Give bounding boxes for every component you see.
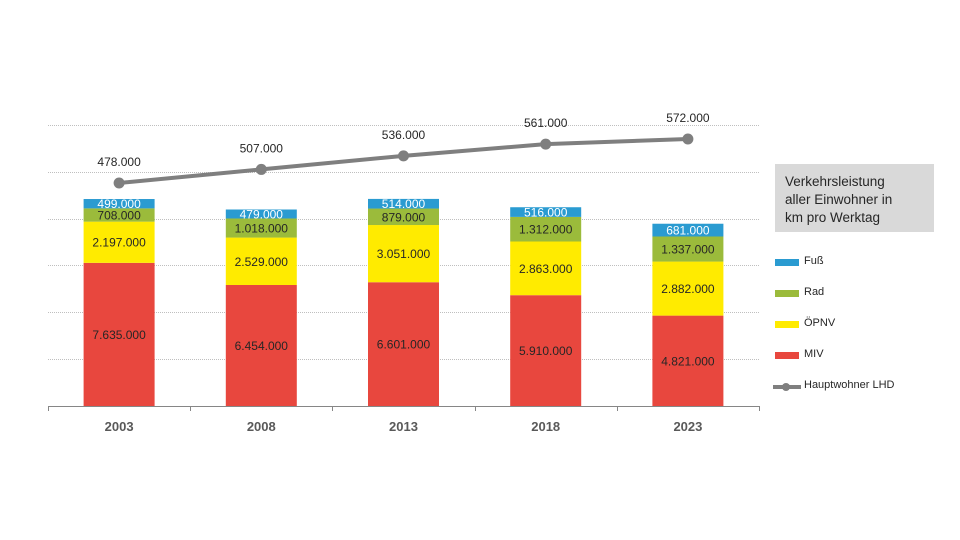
bar-segment: [83, 221, 155, 263]
line-point: [113, 177, 125, 189]
legend-item-hauptwohner: Hauptwohner LHD: [773, 376, 935, 396]
legend-item-oepnv: ÖPNV: [775, 314, 935, 334]
x-tick-label: 2003: [105, 419, 134, 434]
bar-segment: [225, 209, 297, 219]
data-label: 6.454.000: [235, 339, 289, 353]
bar-segment: [652, 315, 724, 406]
bar-segment: [652, 223, 724, 237]
bar-segment: [510, 241, 582, 296]
legend-dot-marker: [782, 383, 790, 391]
bar-segment: [368, 225, 439, 283]
bar-segment: [510, 207, 582, 217]
bar-segment: [225, 237, 297, 285]
population-line: 478.000 507.000 536.000 561.000 572.000: [97, 111, 710, 189]
data-label: 708.000: [97, 209, 141, 223]
data-label: 7.635.000: [92, 328, 146, 342]
data-label: 3.051.000: [377, 247, 431, 261]
data-label: 2.197.000: [92, 236, 146, 250]
data-label: 1.018.000: [235, 222, 289, 236]
legend-label: MIV: [804, 348, 824, 360]
line-point: [682, 133, 694, 145]
line-point: [540, 138, 552, 150]
x-tick-label: 2018: [531, 419, 560, 434]
bar-segment: [652, 236, 724, 262]
line-data-label: 536.000: [382, 128, 426, 142]
data-label: 1.312.000: [519, 223, 573, 237]
data-label: 681.000: [666, 224, 710, 238]
line-point: [255, 163, 267, 175]
bar-segment: [652, 261, 724, 316]
bar-segment: [83, 208, 155, 222]
data-label: 2.863.000: [519, 262, 573, 276]
data-label: 479.000: [240, 207, 284, 221]
data-label: 2.529.000: [235, 255, 289, 269]
data-label: 4.821.000: [661, 354, 715, 368]
data-label: 5.910.000: [519, 344, 573, 358]
line-data-label: 561.000: [524, 116, 568, 130]
legend-label: ÖPNV: [804, 317, 836, 329]
x-tick-label: 2008: [247, 419, 276, 434]
chart-title-line: aller Einwohner in: [785, 192, 893, 207]
bar-stack-2018: 5.910.000 2.863.000 1.312.000 516.000: [510, 206, 582, 406]
gridlines: [48, 125, 759, 360]
x-axis: 2003 2008 2013 2018 2023: [48, 406, 760, 434]
bar-segment: [368, 198, 439, 209]
data-label: 514.000: [382, 197, 426, 211]
data-label: 499.000: [97, 197, 141, 211]
legend-swatch-miv: [775, 352, 799, 359]
bar-segment: [83, 199, 155, 209]
legend-item-rad: Rad: [775, 283, 935, 303]
bar-segment: [83, 262, 155, 406]
line-point: [398, 150, 409, 162]
legend-label: Hauptwohner LHD: [804, 379, 895, 391]
bar-segment: [225, 218, 297, 238]
x-tick-label: 2023: [673, 419, 702, 434]
chart-title: Verkehrsleistung aller Einwohner in km p…: [785, 173, 892, 227]
legend-swatch-fuss: [775, 259, 799, 266]
bar-stack-2023: 4.821.000 2.882.000 1.337.000 681.000: [652, 223, 724, 406]
line-data-label: 507.000: [240, 141, 284, 155]
legend-item-fuss: Fuß: [775, 252, 935, 272]
data-label: 879.000: [382, 210, 426, 224]
x-tick-label: 2013: [389, 419, 418, 434]
legend-swatch-rad: [775, 290, 799, 297]
chart-title-line: km pro Werktag: [785, 210, 881, 225]
bar-segment: [225, 284, 297, 406]
data-label: 2.882.000: [661, 282, 715, 296]
bar-segment: [368, 208, 439, 226]
bar-segment: [368, 282, 439, 406]
legend-swatch-oepnv: [775, 321, 799, 328]
data-label: 516.000: [524, 206, 568, 220]
legend-label: Rad: [804, 286, 825, 298]
data-label: 6.601.000: [377, 338, 431, 352]
bar-segment: [510, 216, 582, 242]
bar-segment: [510, 295, 582, 406]
line-data-label: 572.000: [666, 111, 710, 125]
data-label: 1.337.000: [661, 243, 715, 257]
legend-label: Fuß: [804, 255, 824, 267]
chart-title-line: Verkehrsleistung: [785, 174, 885, 189]
legend-item-miv: MIV: [775, 345, 935, 365]
line-data-label: 478.000: [97, 155, 141, 169]
chart-title-box: Verkehrsleistung aller Einwohner in km p…: [775, 164, 934, 232]
